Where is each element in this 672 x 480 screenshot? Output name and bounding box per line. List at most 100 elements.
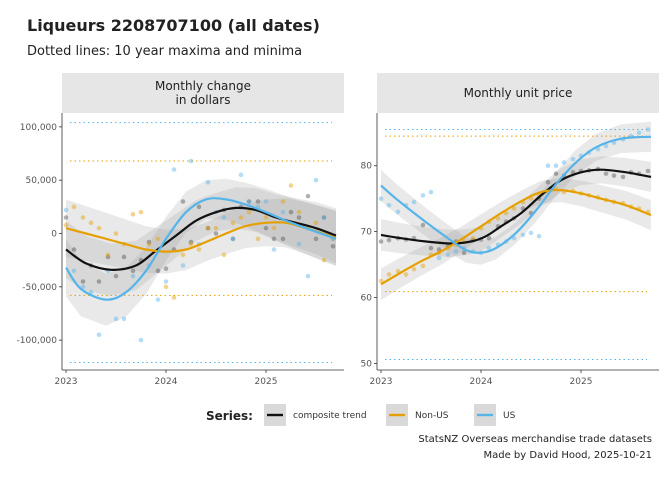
data-point	[80, 284, 86, 290]
data-point	[296, 241, 302, 247]
data-point	[88, 220, 94, 226]
data-point	[155, 236, 161, 242]
data-point	[71, 247, 77, 252]
legend-label: US	[503, 411, 516, 421]
data-point	[213, 225, 219, 231]
data-point	[221, 215, 227, 220]
data-point	[288, 209, 294, 215]
caption-author: Made by David Hood, 2025-10-21	[483, 450, 652, 461]
confidence-band	[381, 156, 651, 257]
data-point	[171, 295, 177, 300]
data-point	[561, 160, 567, 165]
data-point	[386, 202, 392, 208]
data-point	[146, 239, 152, 245]
data-point	[280, 209, 286, 215]
y-tick-label: -100,000	[17, 336, 58, 346]
trend-line-composite-trend	[65, 206, 337, 271]
x-tick-label: 2025	[570, 377, 593, 387]
data-point	[180, 263, 186, 268]
data-point	[403, 272, 409, 277]
data-point	[453, 249, 459, 254]
data-point	[553, 171, 559, 176]
data-point	[221, 252, 227, 258]
data-point	[428, 245, 434, 251]
data-point	[113, 316, 119, 322]
data-point	[155, 297, 161, 302]
data-point	[130, 268, 136, 274]
data-point	[71, 204, 77, 210]
x-tick-label: 2023	[370, 377, 393, 387]
data-point	[96, 279, 102, 284]
data-point	[113, 231, 119, 236]
data-point	[171, 167, 177, 172]
panel-strip	[62, 73, 344, 113]
data-point	[536, 233, 542, 239]
data-point	[305, 273, 311, 279]
legend-label: composite trend	[293, 411, 367, 421]
data-point	[163, 284, 169, 290]
data-point	[305, 193, 311, 199]
data-point	[461, 250, 467, 256]
trend-line-non-us	[65, 221, 337, 253]
y-tick-label: -50,000	[22, 283, 57, 293]
data-point	[63, 215, 69, 220]
data-point	[321, 215, 327, 220]
data-point	[113, 273, 119, 279]
data-point	[238, 172, 244, 178]
data-point	[296, 209, 302, 215]
trend-line-us	[380, 135, 652, 254]
y-tick-label: 80	[361, 162, 373, 172]
trend-line-non-us	[380, 188, 652, 286]
trend-line-composite-trend	[380, 168, 652, 245]
data-point	[420, 222, 426, 228]
data-point	[188, 241, 194, 247]
y-tick-label: 50	[361, 359, 373, 369]
data-point	[163, 266, 169, 271]
data-point	[263, 199, 269, 204]
data-point	[255, 199, 261, 204]
data-point	[545, 179, 551, 185]
data-point	[611, 173, 617, 178]
data-point	[246, 209, 252, 215]
data-point	[80, 215, 86, 220]
data-point	[146, 241, 152, 247]
data-point	[96, 332, 102, 338]
data-point	[121, 316, 127, 322]
data-point	[420, 263, 426, 269]
legend-title: Series:	[206, 409, 253, 423]
data-point	[271, 236, 277, 242]
data-point	[620, 174, 626, 180]
data-point	[205, 225, 211, 231]
confidence-band	[381, 178, 651, 301]
data-point	[130, 212, 136, 217]
data-point	[313, 220, 319, 226]
data-point	[88, 289, 94, 295]
y-tick-label: 60	[361, 294, 373, 304]
data-point	[246, 199, 252, 204]
data-point	[411, 266, 417, 272]
y-tick-label: 0	[51, 230, 57, 240]
x-tick-label: 2023	[55, 377, 78, 387]
data-point	[420, 193, 426, 198]
confidence-band	[66, 198, 336, 274]
data-point	[155, 268, 161, 274]
data-point	[205, 225, 211, 231]
data-point	[230, 236, 236, 242]
data-point	[246, 199, 252, 204]
data-point	[378, 239, 384, 244]
chart-subtitle: Dotted lines: 10 year maxima and minima	[27, 44, 303, 59]
y-tick-label: 100,000	[20, 123, 57, 133]
data-point	[603, 171, 609, 176]
panel-2: Monthly unit price 80 70 60 50 2023 2024 2025	[361, 73, 659, 387]
data-point	[121, 254, 127, 260]
data-point	[528, 230, 534, 236]
data-point	[138, 209, 144, 215]
data-point	[188, 158, 194, 164]
data-point	[230, 236, 236, 242]
data-point	[603, 143, 609, 149]
data-point	[196, 247, 202, 252]
data-point	[486, 245, 492, 251]
panel-title-line: Monthly unit price	[464, 86, 573, 100]
